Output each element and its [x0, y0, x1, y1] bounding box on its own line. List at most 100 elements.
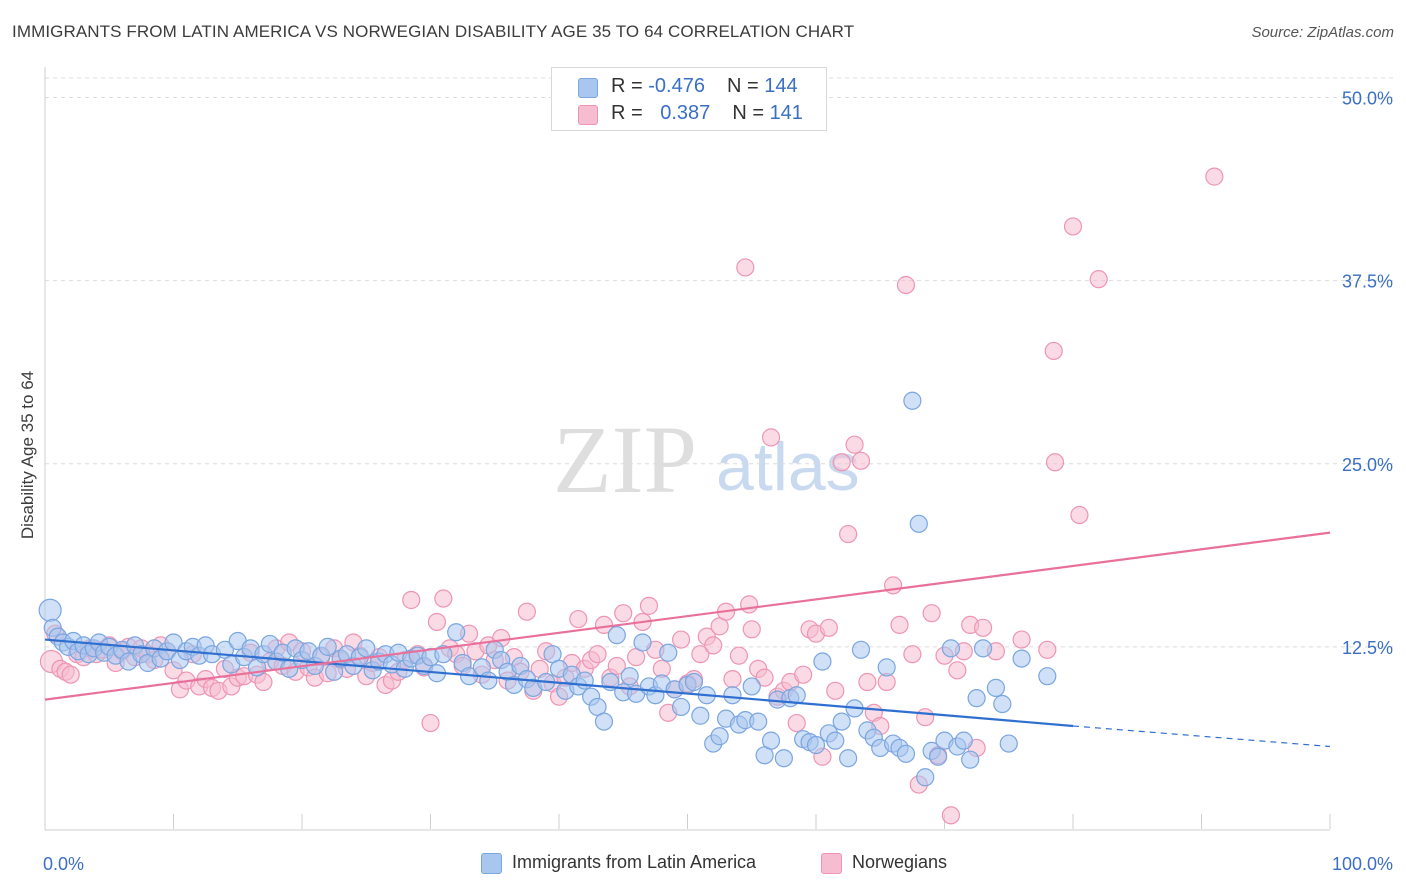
norwegians-point — [639, 596, 659, 615]
latin-america-point — [710, 727, 729, 746]
norwegians-point — [832, 453, 851, 472]
norwegians-point — [1045, 453, 1065, 472]
norwegians-point — [922, 604, 941, 623]
norwegians-point — [402, 590, 421, 610]
norwegians-point — [434, 589, 453, 608]
latin-america-point — [973, 639, 993, 658]
latin-america-point — [813, 652, 832, 671]
norwegians-point — [614, 604, 633, 623]
latin-america-point — [999, 734, 1018, 753]
norwegians-point — [421, 713, 440, 733]
x-tick-label: 0.0% — [43, 854, 84, 874]
latin-america-point — [774, 749, 793, 768]
norwegians-point — [845, 435, 864, 454]
latin-america-point — [684, 672, 704, 692]
axes — [44, 67, 1331, 831]
norwegians-point — [787, 713, 806, 733]
latin-america-point — [723, 686, 742, 705]
norwegians-point — [671, 630, 691, 649]
latin-america-point — [877, 658, 896, 677]
legend-r-label: R = — [611, 102, 649, 124]
latin-america-point — [941, 639, 961, 658]
norwegians-point — [742, 620, 761, 639]
x-tick-label: 100.0% — [1332, 854, 1393, 874]
norwegians-point — [851, 451, 871, 470]
norwegians-point — [588, 645, 607, 664]
latin-america-point — [967, 689, 986, 708]
legend-swatch-blue — [481, 853, 502, 874]
norwegians-point — [948, 661, 967, 680]
chart-title: IMMIGRANTS FROM LATIN AMERICA VS NORWEGI… — [12, 22, 855, 41]
latin-america-point — [318, 637, 337, 656]
legend-label: Immigrants from Latin America — [512, 852, 757, 872]
latin-america-point — [1038, 667, 1057, 686]
latin-america-point — [671, 697, 691, 717]
norwegians-point — [729, 646, 749, 665]
norwegians-point — [890, 615, 909, 635]
tick-labels: 12.5% 25.0% 37.5% 50.0% 0.0% 100.0% — [43, 89, 1393, 875]
trend-lines — [44, 531, 1331, 748]
norwegians-point — [761, 428, 781, 447]
latin-america-point — [826, 731, 845, 750]
latin-america-point — [986, 678, 1006, 697]
norwegians-point — [903, 645, 922, 664]
legend-swatch-pink — [821, 853, 842, 874]
latin-america-point — [909, 514, 928, 533]
latin-america-point — [1012, 649, 1031, 668]
norwegians-point — [1089, 270, 1108, 289]
latin-america-point — [357, 639, 376, 658]
latin-america-trend-line — [44, 638, 1074, 728]
norwegians-point — [941, 806, 961, 825]
latin-america-point — [691, 706, 710, 725]
legend-label: Norwegians — [852, 852, 948, 872]
watermark: ZIP atlas — [553, 406, 860, 513]
latin-america-point — [851, 640, 871, 659]
latin-america-point — [620, 667, 639, 686]
norwegians-point — [896, 275, 916, 295]
norwegians-point — [61, 665, 80, 684]
latin-america-point — [742, 677, 761, 696]
norwegians-point — [704, 636, 723, 655]
latin-america-point — [761, 731, 781, 750]
latin-america-point — [260, 634, 279, 654]
watermark-zip: ZIP — [553, 406, 697, 513]
legend-r-label: R = — [611, 75, 649, 97]
grid-lines — [45, 77, 1395, 648]
legend-swatch-blue — [578, 78, 598, 98]
latin-america-point — [993, 694, 1012, 714]
latin-america-point — [633, 633, 652, 652]
norwegians-trend-line — [44, 531, 1331, 701]
latin-america-point — [903, 391, 922, 410]
y-tick-label: 12.5% — [1342, 638, 1393, 658]
norwegians-point — [883, 576, 903, 595]
y-tick-label: 50.0% — [1342, 89, 1393, 109]
norwegians-point — [1012, 630, 1031, 649]
latin-america-point — [961, 750, 980, 769]
latin-america-point — [659, 643, 678, 662]
norwegians-point — [826, 681, 845, 700]
norwegians-point — [517, 602, 536, 621]
norwegians-point — [427, 612, 447, 632]
y-tick-label: 25.0% — [1342, 455, 1393, 475]
norwegians-point — [1044, 341, 1063, 361]
latin-america-point — [607, 626, 626, 645]
legend-n-label: N = — [732, 102, 770, 124]
norwegians-point — [1205, 167, 1224, 186]
norwegians-point — [794, 665, 813, 684]
latin-america-point — [928, 747, 948, 766]
latin-america-trend-extension — [1072, 725, 1331, 748]
norwegians-point — [740, 595, 759, 614]
norwegians-point — [736, 258, 755, 277]
norwegians-point — [1063, 217, 1083, 236]
norwegians-point — [755, 668, 774, 687]
latin-america-point — [447, 623, 466, 642]
latin-america-point — [896, 744, 916, 763]
legend-n-value: 141 — [769, 102, 803, 124]
latin-america-point — [954, 731, 973, 750]
correlation-legend: R = -0.476 N = 144 R = 0.387 N = 141 — [551, 67, 827, 131]
legend-n-value: 144 — [764, 75, 798, 97]
latin-america-point — [434, 645, 453, 664]
norwegians-point — [691, 645, 710, 664]
norwegians-point — [1038, 640, 1057, 659]
norwegians-point — [569, 609, 588, 629]
